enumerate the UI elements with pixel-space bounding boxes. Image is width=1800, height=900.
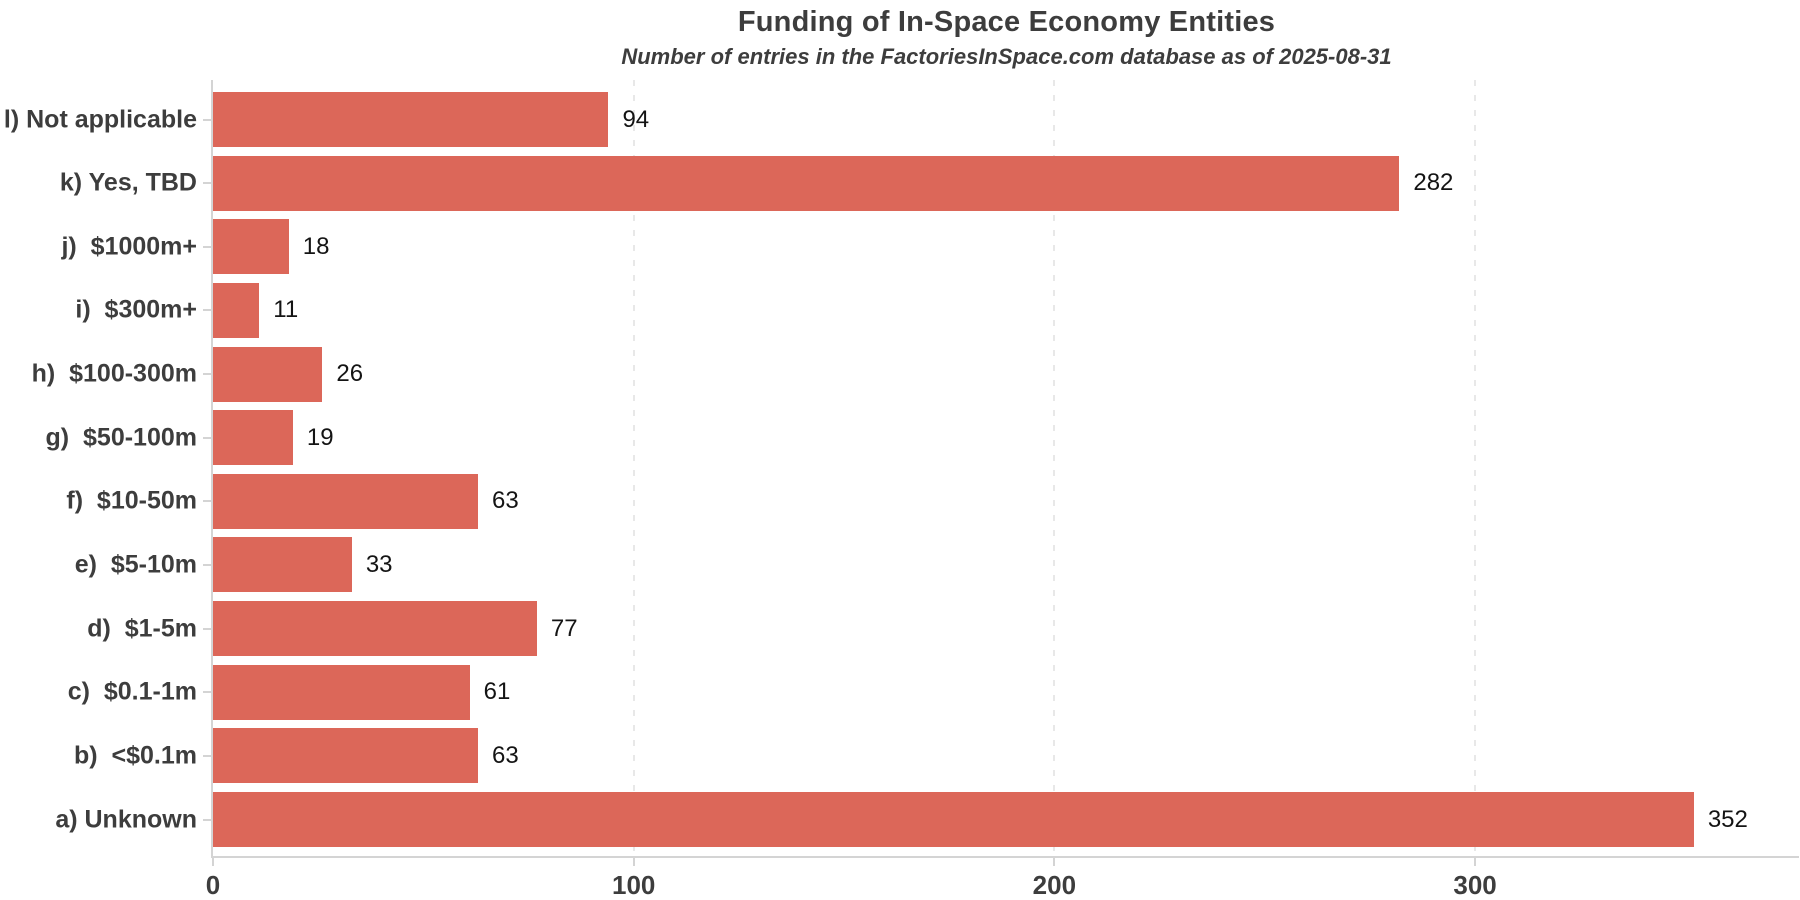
bar [213, 410, 293, 466]
y-tick [203, 118, 211, 121]
y-tick [203, 309, 211, 312]
bar-row: k) Yes, TBD 282 [60, 155, 1799, 211]
bar [213, 92, 609, 147]
gridline-x-200 [1053, 80, 1056, 856]
value-label: 19 [306, 423, 334, 451]
value-label: 282 [1413, 169, 1454, 197]
bar-row: c) $0.1-1m 61 [68, 664, 1799, 720]
category-label: l) Not applicable [3, 105, 197, 133]
y-tick [203, 373, 211, 376]
value-label: 94 [622, 105, 650, 133]
plot-area: 0 100 200 300 l) Not applicable 94 k) Yes, TBD… [4, 80, 1799, 900]
y-tick [203, 436, 211, 439]
bar-row: j) $1000m+ 18 [61, 219, 1799, 275]
value-label: 26 [336, 360, 364, 388]
bar-row: e) $5-10m 33 [75, 537, 1799, 593]
bar [213, 537, 352, 593]
category-label: f) $10-50m [66, 486, 197, 515]
x-axis-line [211, 856, 1799, 858]
bar-row: i) $300m+ 11 [75, 282, 1799, 338]
y-tick [203, 627, 211, 630]
x-tick-label-200: 200 [1032, 870, 1077, 900]
bar [213, 792, 1694, 848]
bar-row: h) $100-300m 26 [32, 346, 1799, 402]
x-tick-label-100: 100 [611, 870, 656, 900]
x-tick-label-300: 300 [1453, 870, 1497, 900]
chart-subtitle: Number of entries in the FactoriesInSpac… [621, 44, 1392, 69]
bar [213, 282, 260, 338]
y-tick [203, 691, 211, 694]
category-label: h) $100-300m [31, 359, 197, 388]
bar-row: d) $1-5m 77 [87, 601, 1799, 657]
value-label: 33 [365, 550, 393, 578]
bar-row: f) $10-50m 63 [66, 473, 1799, 529]
bar [213, 346, 323, 402]
x-tick-label-0: 0 [205, 870, 221, 900]
value-label: 352 [1707, 805, 1748, 833]
bar [213, 728, 479, 784]
chart-title: Funding of In-Space Economy Entities [737, 6, 1276, 38]
y-axis-line [211, 80, 213, 856]
bar [213, 155, 1400, 211]
y-tick [203, 182, 211, 185]
bar [213, 473, 479, 529]
category-label: e) $5-10m [74, 550, 197, 579]
category-label: j) $1000m+ [61, 232, 197, 261]
y-tick [203, 500, 211, 503]
bar [213, 601, 537, 657]
value-label: 11 [273, 296, 299, 324]
bar [213, 664, 470, 720]
value-label: 77 [550, 614, 578, 642]
y-tick [203, 754, 211, 757]
category-label: b) <$0.1m [74, 741, 197, 770]
bar-row: g) $50-100m 19 [46, 410, 1799, 466]
value-label: 18 [302, 232, 330, 260]
category-label: k) Yes, TBD [59, 168, 197, 197]
y-tick [203, 818, 211, 821]
value-label: 61 [483, 678, 511, 706]
bar-row: l) Not applicable 94 [4, 92, 1799, 147]
bar-row: a) Unknown 352 [55, 792, 1799, 848]
y-tick [203, 245, 211, 248]
x-tick-300 [1474, 857, 1477, 866]
bar [213, 219, 289, 275]
x-tick-0 [212, 857, 214, 866]
gridline-x-300 [1474, 80, 1477, 856]
bar-row: b) <$0.1m 63 [74, 728, 1799, 784]
category-label: g) $50-100m [45, 423, 197, 452]
x-tick-100 [632, 857, 635, 866]
category-label: a) Unknown [55, 805, 197, 834]
y-tick [203, 563, 211, 566]
value-label: 63 [492, 741, 519, 769]
value-label: 63 [492, 487, 519, 515]
x-tick-200 [1053, 857, 1056, 866]
gridline-x-100 [632, 80, 635, 856]
category-label: c) $0.1-1m [67, 677, 197, 706]
category-label: d) $1-5m [87, 614, 197, 643]
category-label: i) $300m+ [75, 295, 197, 324]
